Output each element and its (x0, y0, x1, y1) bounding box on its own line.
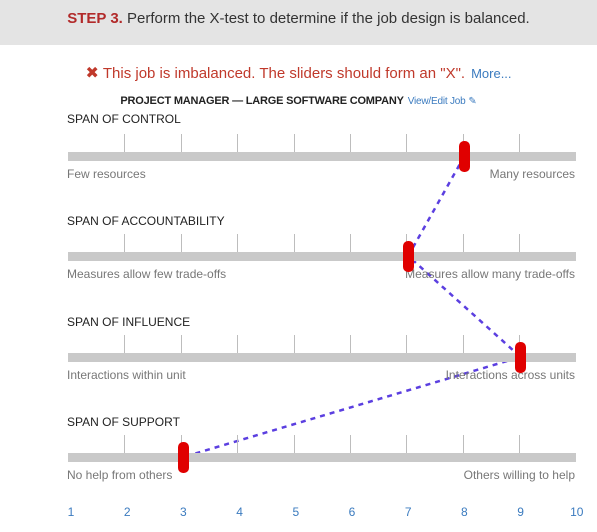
slider-track[interactable] (68, 353, 576, 362)
scale-number: 4 (236, 505, 243, 519)
scale-number: 10 (570, 505, 584, 519)
scale-number: 1 (67, 505, 75, 519)
step-text: Perform the X-test to determine if the j… (122, 10, 530, 27)
imbalance-status: ✖ This job is imbalanced. The sliders sho… (0, 63, 597, 83)
step-header: STEP 3. Perform the X-test to determine … (0, 0, 597, 45)
scale-number: 6 (348, 505, 356, 519)
slider-track[interactable] (68, 453, 576, 462)
span-title: SPAN OF CONTROL (67, 112, 181, 126)
step-label: STEP 3. (67, 10, 123, 27)
slider-tick (237, 435, 239, 453)
span-right-label: Others willing to help (463, 468, 575, 482)
job-title: PROJECT MANAGER — LARGE SOFTWARE COMPANY (120, 95, 404, 107)
slider-tick (237, 335, 239, 353)
slider-tick (124, 234, 126, 252)
span-left-label: Few resources (67, 167, 146, 181)
slider-tick (406, 435, 408, 453)
slider-tick (124, 435, 126, 453)
slider-tick (406, 335, 408, 353)
slider-tick (350, 134, 351, 152)
slider-track[interactable] (68, 252, 576, 261)
slider-tick (293, 234, 295, 252)
slider-handle[interactable] (458, 141, 470, 172)
scale-number: 9 (517, 505, 524, 519)
slider-tick (180, 335, 182, 353)
slider-tick (519, 234, 521, 252)
slider-handle[interactable] (402, 241, 414, 272)
pencil-icon[interactable]: ✎ (468, 96, 477, 107)
slider-tick (462, 335, 464, 353)
slider-tick (180, 134, 182, 152)
span-right-label: Measures allow many trade-offs (405, 267, 575, 281)
slider-ticks (68, 234, 576, 252)
slider-tick (293, 435, 295, 453)
slider-ticks (68, 335, 576, 353)
slider-tick (462, 234, 464, 252)
slider-tick (350, 234, 351, 252)
connector-line (183, 155, 524, 459)
more-link[interactable]: More... (471, 66, 512, 81)
close-icon: ✖ (85, 65, 99, 82)
slider-tick (124, 335, 126, 353)
slider-tick (237, 234, 239, 252)
slider-ticks (68, 134, 576, 152)
span-left-label: Interactions within unit (67, 368, 186, 382)
span-title: SPAN OF INFLUENCE (67, 315, 191, 329)
span-right-label: Many resources (489, 167, 575, 181)
scale-number: 7 (404, 505, 412, 519)
slider-handle[interactable] (177, 442, 189, 473)
slider-tick (124, 134, 126, 152)
slider-tick (350, 335, 351, 353)
slider-tick (180, 234, 182, 252)
scale-number: 2 (123, 505, 131, 519)
slider-tick (350, 435, 351, 453)
job-title-row: PROJECT MANAGER — LARGE SOFTWARE COMPANY… (0, 95, 597, 107)
slider-tick (293, 335, 295, 353)
scale-number: 8 (461, 505, 468, 519)
span-right-label: Interactions across units (445, 368, 575, 382)
slider-tick (237, 134, 239, 152)
slider-tick (406, 134, 408, 152)
span-title: SPAN OF SUPPORT (67, 415, 180, 429)
scale-number: 3 (180, 505, 187, 519)
slider-tick (293, 134, 295, 152)
span-title: SPAN OF ACCOUNTABILITY (67, 214, 225, 228)
span-left-label: No help from others (67, 468, 173, 482)
scale-number: 5 (292, 505, 300, 519)
step-instruction: STEP 3. Perform the X-test to determine … (0, 10, 597, 27)
slider-tick (519, 435, 521, 453)
slider-track[interactable] (68, 152, 576, 161)
slider-handle[interactable] (515, 342, 527, 373)
span-left-label: Measures allow few trade-offs (67, 267, 227, 281)
slider-tick (462, 435, 464, 453)
slider-tick (519, 134, 521, 152)
status-message: This job is imbalanced. The sliders shou… (102, 65, 466, 82)
view-edit-job-link[interactable]: View/Edit Job (407, 96, 466, 107)
slider-ticks (68, 435, 576, 453)
